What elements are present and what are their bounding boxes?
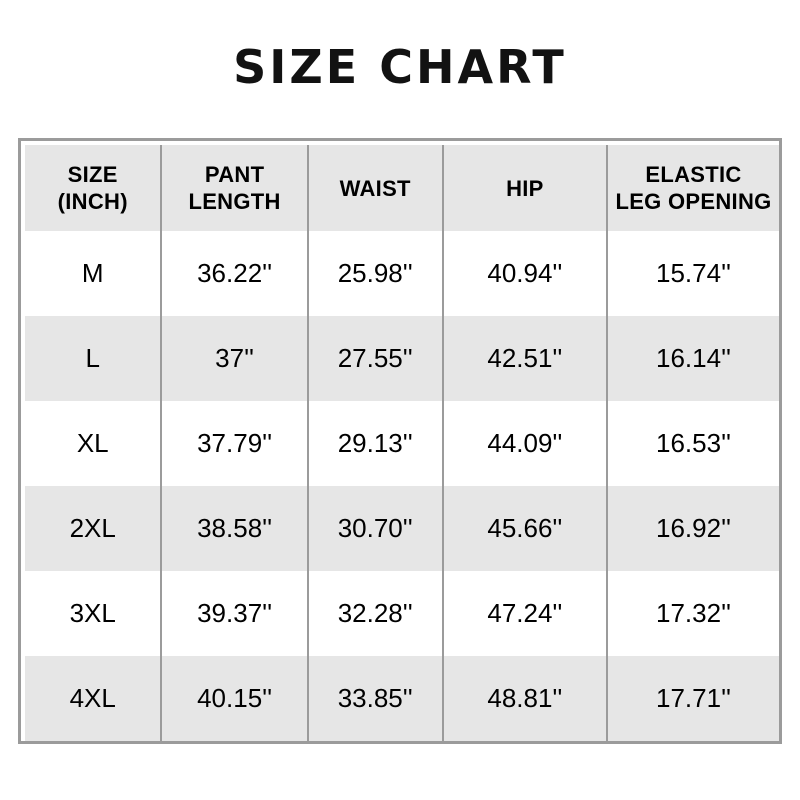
waist-cell: 29.13'' [306,401,443,486]
header-line: (INCH) [57,189,128,214]
table-row-m: M 36.22'' 25.98'' 40.94'' 15.74'' [25,231,779,316]
header-cell-pant-length: PANT LENGTH [160,145,308,231]
waist-cell: 27.55'' [306,316,443,401]
pant-length-cell: 40.15'' [160,656,308,741]
pant-length-cell: 37.79'' [160,401,308,486]
elastic-leg-opening-cell: 17.71'' [606,656,779,741]
size-cell: 3XL [25,571,162,656]
page-title: SIZE CHART [233,40,567,94]
hip-cell: 47.24'' [441,571,608,656]
waist-cell: 30.70'' [306,486,443,571]
waist-cell: 33.85'' [306,656,443,741]
pant-length-cell: 39.37'' [160,571,308,656]
header-line: LENGTH [188,189,281,214]
hip-cell: 48.81'' [441,656,608,741]
size-cell: M [25,231,162,316]
size-cell: XL [25,401,162,486]
table-row-4xl: 4XL 40.15'' 33.85'' 48.81'' 17.71'' [25,656,779,741]
header-cell-elastic-leg-opening: ELASTIC LEG OPENING [606,145,779,231]
elastic-leg-opening-cell: 16.14'' [606,316,779,401]
header-row: SIZE (INCH) PANT LENGTH WAIST HIP ELASTI… [25,145,779,231]
header-line: HIP [506,175,544,201]
size-cell: 2XL [25,486,162,571]
header-cell-size-inch: SIZE (INCH) [25,145,162,231]
size-cell: L [25,316,162,401]
pant-length-cell: 37'' [160,316,308,401]
size-chart-table: SIZE (INCH) PANT LENGTH WAIST HIP ELASTI… [25,145,779,741]
header-line: SIZE [67,162,118,187]
table-row-xl: XL 37.79'' 29.13'' 44.09'' 16.53'' [25,401,779,486]
elastic-leg-opening-cell: 15.74'' [606,231,779,316]
header-cell-waist: WAIST [306,145,443,231]
size-cell: 4XL [25,656,162,741]
hip-cell: 44.09'' [441,401,608,486]
size-chart-container: SIZE (INCH) PANT LENGTH WAIST HIP ELASTI… [18,138,782,744]
header-line: LEG OPENING [615,189,772,214]
elastic-leg-opening-cell: 16.53'' [606,401,779,486]
header-line: PANT [204,162,265,187]
waist-cell: 25.98'' [306,231,443,316]
hip-cell: 42.51'' [441,316,608,401]
hip-cell: 40.94'' [441,231,608,316]
waist-cell: 32.28'' [306,571,443,656]
pant-length-cell: 36.22'' [160,231,308,316]
header-cell-hip: HIP [441,145,608,231]
table-row-2xl: 2XL 38.58'' 30.70'' 45.66'' 16.92'' [25,486,779,571]
elastic-leg-opening-cell: 16.92'' [606,486,779,571]
elastic-leg-opening-cell: 17.32'' [606,571,779,656]
hip-cell: 45.66'' [441,486,608,571]
table-row-l: L 37'' 27.55'' 42.51'' 16.14'' [25,316,779,401]
table-row-3xl: 3XL 39.37'' 32.28'' 47.24'' 17.32'' [25,571,779,656]
pant-length-cell: 38.58'' [160,486,308,571]
header-line: ELASTIC [645,162,742,187]
header-line: WAIST [339,175,411,201]
